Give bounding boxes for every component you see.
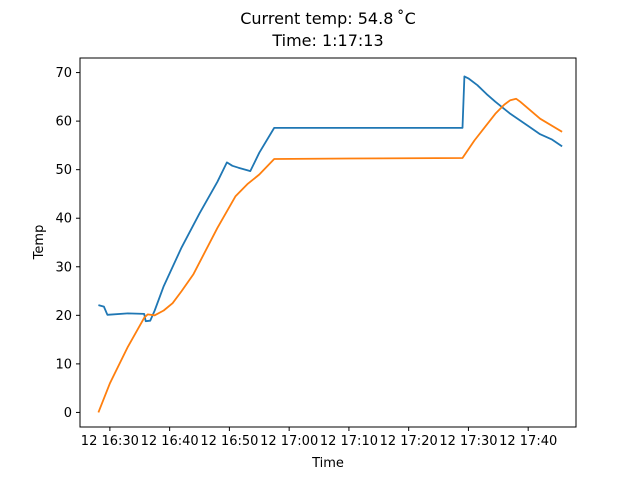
y-tick-label: 0	[64, 406, 72, 421]
y-tick-label: 30	[55, 260, 72, 275]
series-line-1	[98, 75, 563, 323]
series-line-2	[97, 97, 563, 413]
x-axis-label: Time	[311, 456, 344, 471]
y-tick-label: 70	[55, 66, 72, 81]
x-tick-label: 12 17:40	[499, 434, 557, 449]
x-axis: 12 16:30 12 16:40 12 16:50 12 17:00 12 17:10…	[81, 427, 557, 449]
x-tick-label: 12 17:00	[260, 434, 318, 449]
y-tick-label: 50	[55, 163, 72, 178]
chart-title: Current temp: 54.8 ˚C Time: 1:17:13	[0, 8, 640, 52]
axes-frame	[79, 57, 577, 428]
x-tick-label: 12 17:10	[320, 434, 378, 449]
x-tick-label: 12 17:30	[439, 434, 497, 449]
x-tick-label: 12 16:30	[81, 434, 139, 449]
chart-title-line-2: Time: 1:17:13	[272, 31, 384, 50]
y-axis: 0 10 20 30 40 50 60 70	[55, 66, 80, 421]
x-tick-label: 12 16:50	[200, 434, 258, 449]
x-tick-label: 12 16:40	[141, 434, 199, 449]
x-tick-label: 12 17:20	[380, 434, 438, 449]
y-tick-label: 40	[55, 212, 72, 227]
y-tick-label: 10	[55, 357, 72, 372]
series-layer	[97, 75, 563, 413]
y-tick-label: 20	[55, 309, 72, 324]
y-axis-label: Temp	[32, 225, 47, 261]
chart-title-line-1: Current temp: 54.8 ˚C	[240, 9, 416, 28]
y-tick-label: 60	[55, 115, 72, 130]
